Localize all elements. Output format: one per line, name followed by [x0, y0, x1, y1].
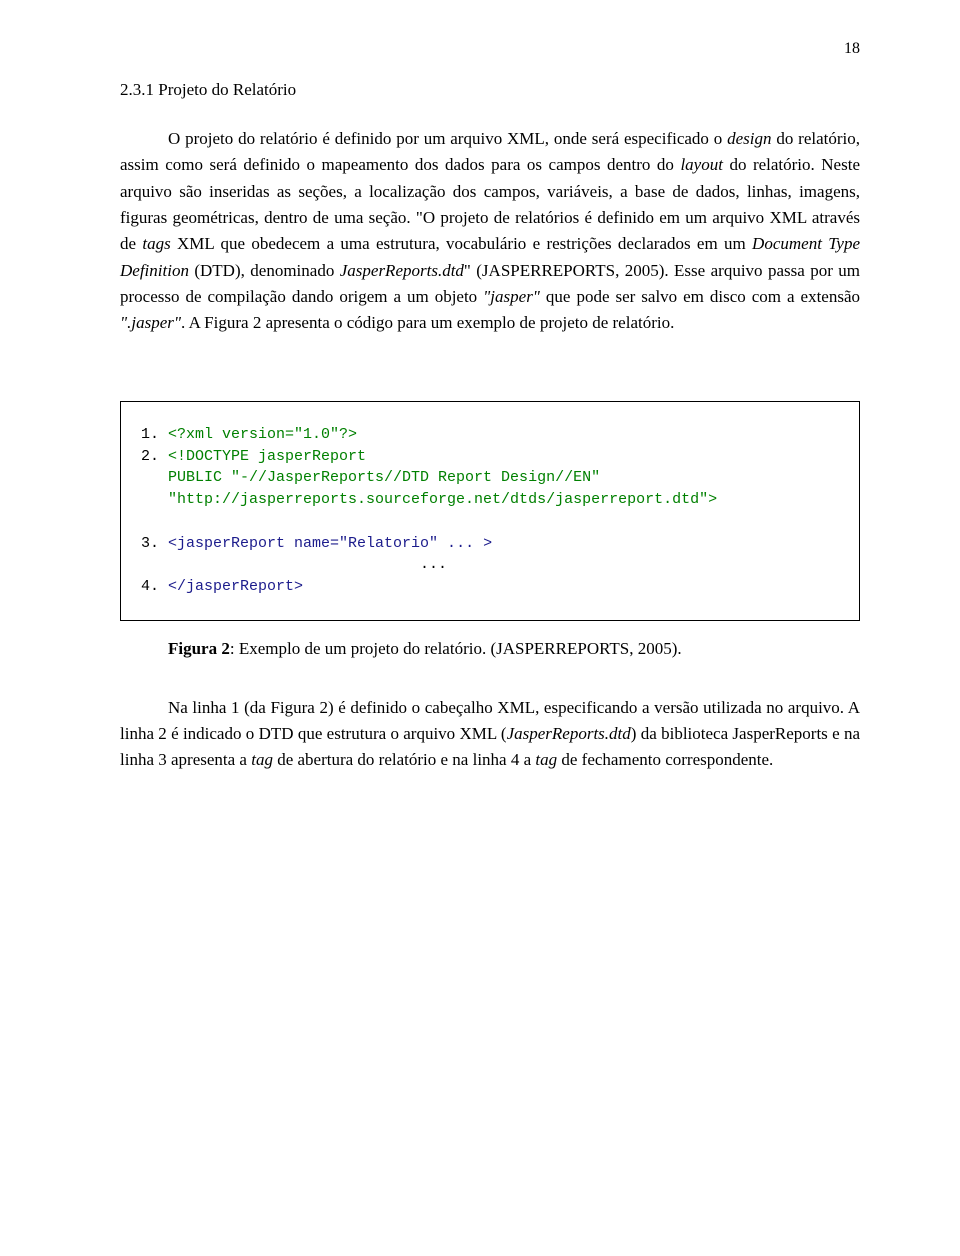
code-listing-box: 1. <?xml version="1.0"?> 2. <!DOCTYPE ja… — [120, 401, 860, 621]
text-run: (DTD), denominado — [189, 261, 340, 280]
text-run: de fechamento correspondente. — [557, 750, 773, 769]
italic-term-design: design — [727, 129, 771, 148]
italic-term-jasper-ext: ".jasper" — [120, 313, 181, 332]
italic-term-jasperreports-dtd: JasperReports.dtd — [340, 261, 464, 280]
section-heading: 2.3.1 Projeto do Relatório — [120, 80, 860, 100]
code-xml-decl: <?xml version="1.0"?> — [168, 426, 357, 443]
italic-term-tag: tag — [251, 750, 273, 769]
code-ellipsis: ... — [141, 556, 447, 573]
text-run: O projeto do relatório é definido por um… — [168, 129, 727, 148]
body-paragraph-1: O projeto do relatório é definido por um… — [120, 126, 860, 337]
code-line-number: 4. — [141, 578, 168, 595]
italic-term-tags: tags — [142, 234, 170, 253]
code-doctype: <!DOCTYPE jasperReport — [168, 448, 366, 465]
code-doctype-cont: PUBLIC "-//JasperReports//DTD Report Des… — [141, 469, 600, 486]
code-line-number: 2. — [141, 448, 168, 465]
body-paragraph-2: Na linha 1 (da Figura 2) é definido o ca… — [120, 695, 860, 774]
code-line-number: 1. — [141, 426, 168, 443]
text-run: de abertura do relatório e na linha 4 a — [273, 750, 535, 769]
code-close-tag: </jasperReport> — [168, 578, 303, 595]
figure-caption-text: : Exemplo de um projeto do relatório. (J… — [230, 639, 682, 658]
italic-term-jasperreports-dtd-2: JasperReports.dtd — [507, 724, 631, 743]
code-doctype-cont: "http://jasperreports.sourceforge.net/dt… — [141, 491, 717, 508]
italic-term-jasper: "jasper" — [483, 287, 540, 306]
document-page: 18 2.3.1 Projeto do Relatório O projeto … — [0, 0, 960, 844]
text-run: . A Figura 2 apresenta o código para um … — [181, 313, 674, 332]
figure-caption: Figura 2: Exemplo de um projeto do relat… — [120, 639, 860, 659]
text-run: que pode ser salvo em disco com a extens… — [540, 287, 860, 306]
figure-label: Figura 2 — [168, 639, 230, 658]
code-open-tag: <jasperReport name="Relatorio" ... > — [168, 535, 492, 552]
text-run: XML que obedecem a uma estrutura, vocabu… — [171, 234, 752, 253]
italic-term-layout: layout — [680, 155, 723, 174]
code-line-number: 3. — [141, 535, 168, 552]
italic-term-tag-2: tag — [535, 750, 557, 769]
page-number: 18 — [844, 40, 860, 58]
